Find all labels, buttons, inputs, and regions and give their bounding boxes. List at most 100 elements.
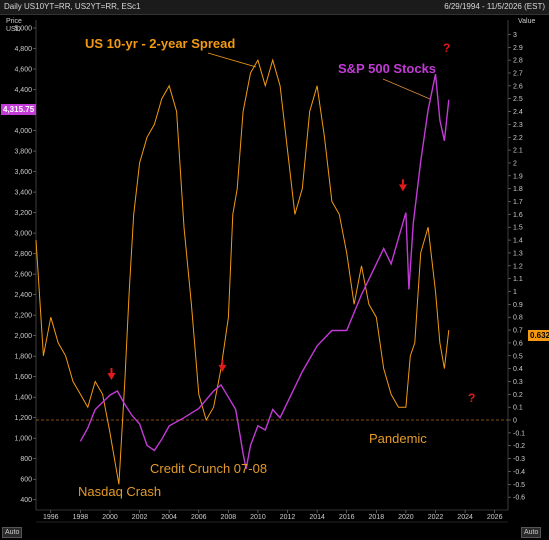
x-tick-label: 2008 (221, 514, 237, 521)
left-tick-label: 1,400 (14, 395, 32, 402)
right-tick-label: -0.3 (513, 456, 525, 463)
right-tick-label: 2.5 (513, 96, 523, 103)
left-tick-label: 3,000 (14, 231, 32, 238)
right-tick-label: 1.3 (513, 250, 523, 257)
right-tick-label: 0 (513, 418, 517, 425)
left-tick-label: 3,200 (14, 210, 32, 217)
left-tick-label: 3,400 (14, 190, 32, 197)
right-tick-label: 2.4 (513, 109, 523, 116)
event-markers (107, 179, 407, 381)
nasdaq-crash-label: Nasdaq Crash (78, 484, 161, 499)
right-tick-label: 0.8 (513, 315, 523, 322)
right-tick-label: 0.4 (513, 366, 523, 373)
right-tick-label: 1.5 (513, 225, 523, 232)
auto-scale-right-button[interactable]: Auto (521, 527, 542, 538)
left-tick-label: 1,200 (14, 415, 32, 422)
chart-title: Daily US10YT=RR, US2YT=RR, ESc1 (4, 2, 141, 11)
right-axis-title: Value (518, 18, 535, 25)
down-arrow-marker (107, 373, 116, 381)
x-tick-label: 2020 (398, 514, 414, 521)
x-tick-label: 1996 (43, 514, 59, 521)
left-tick-label: 2,000 (14, 333, 32, 340)
down-arrow-marker (218, 364, 227, 372)
x-tick-label: 2000 (102, 514, 118, 521)
right-axis: Value -0.6 -0.5 -0.4 -0.3 -0.2 -0.1 0 0.1 0.2 0.3 0… (507, 18, 535, 510)
right-tick-label: 1.4 (513, 238, 523, 245)
right-tick-label: 0.5 (513, 353, 523, 360)
right-tick-label: 2.6 (513, 83, 523, 90)
question-mark-top: ? (443, 41, 450, 55)
spx-series-label: S&P 500 Stocks (338, 61, 436, 76)
left-tick-label: 1,000 (14, 436, 32, 443)
right-tick-label: 0.2 (513, 392, 523, 399)
right-tick-label: 2 (513, 160, 517, 167)
x-tick-label: 2012 (280, 514, 296, 521)
auto-scale-left-button[interactable]: Auto (2, 527, 23, 538)
left-tick-label: 3,600 (14, 169, 32, 176)
left-tick-label: 600 (20, 477, 32, 484)
left-tick-label: 1,600 (14, 374, 32, 381)
left-tick-label: 2,600 (14, 272, 32, 279)
x-tick-label: 2024 (457, 514, 473, 521)
left-tick-label: 4,600 (14, 67, 32, 74)
right-tick-label: 2.9 (513, 45, 523, 52)
left-tick-label: 1,800 (14, 354, 32, 361)
right-tick-label: 1.1 (513, 276, 523, 283)
spx-last-price-tag: 4,315.75 (1, 104, 37, 115)
spread-last-value-tag: 0.6324 (528, 330, 549, 341)
right-tick-label: 1.2 (513, 263, 523, 270)
right-tick-label: 2.7 (513, 70, 523, 77)
question-mark-right: ? (468, 391, 475, 405)
credit-crunch-label: Credit Crunch 07-08 (150, 461, 267, 476)
down-arrow-stem (110, 368, 113, 374)
left-tick-label: 800 (20, 456, 32, 463)
right-tick-label: 0.7 (513, 328, 523, 335)
down-arrow-stem (401, 179, 404, 185)
spread-series-label: US 10-yr - 2-year Spread (85, 36, 235, 51)
right-tick-label: 2.1 (513, 148, 523, 155)
title-bar: Daily US10YT=RR, US2YT=RR, ESc1 6/29/199… (0, 0, 549, 15)
right-tick-label: -0.5 (513, 482, 525, 489)
spx-series-line (79, 73, 450, 470)
left-axis-unit: USD (6, 26, 21, 33)
x-tick-label: 2002 (132, 514, 148, 521)
down-arrow-stem (221, 359, 224, 365)
right-tick-label: 0.3 (513, 379, 523, 386)
x-tick-label: 2014 (309, 514, 325, 521)
right-tick-label: 1.8 (513, 186, 523, 193)
down-arrow-marker (398, 184, 407, 192)
spread-label-pointer (207, 52, 257, 68)
right-tick-label: 2.3 (513, 122, 523, 129)
date-range: 6/29/1994 - 11/5/2026 (EST) (444, 2, 545, 11)
left-tick-label: 2,200 (14, 313, 32, 320)
x-tick-label: 2016 (339, 514, 355, 521)
left-axis-title: Price (6, 18, 22, 25)
left-tick-label: 400 (20, 497, 32, 504)
x-tick-label: 2018 (369, 514, 385, 521)
x-axis: 1996 1998 2000 2002 2004 2006 2008 2010 2012 2014… (36, 509, 508, 523)
right-tick-label: 1.7 (513, 199, 523, 206)
left-tick-label: 4,400 (14, 87, 32, 94)
right-tick-label: 0.6 (513, 340, 523, 347)
right-tick-label: 3 (513, 32, 517, 39)
right-tick-label: -0.6 (513, 495, 525, 502)
pandemic-label: Pandemic (369, 431, 427, 446)
right-tick-label: 2.2 (513, 135, 523, 142)
annotation-labels: US 10-yr - 2-year Spread S&P 500 Stocks Na… (78, 36, 475, 499)
left-tick-label: 2,400 (14, 292, 32, 299)
right-tick-label: 0.9 (513, 302, 523, 309)
spread-series-line (35, 58, 450, 485)
x-tick-label: 2010 (250, 514, 266, 521)
left-tick-label: 3,800 (14, 149, 32, 156)
x-tick-label: 2022 (428, 514, 444, 521)
left-tick-label: 4,000 (14, 128, 32, 135)
right-tick-label: 1.9 (513, 173, 523, 180)
x-tick-label: 2026 (487, 514, 503, 521)
right-tick-label: -0.1 (513, 430, 525, 437)
x-tick-label: 2004 (161, 514, 177, 521)
x-tick-label: 2006 (191, 514, 207, 521)
x-tick-label: 1998 (73, 514, 89, 521)
right-tick-label: 0.1 (513, 405, 523, 412)
